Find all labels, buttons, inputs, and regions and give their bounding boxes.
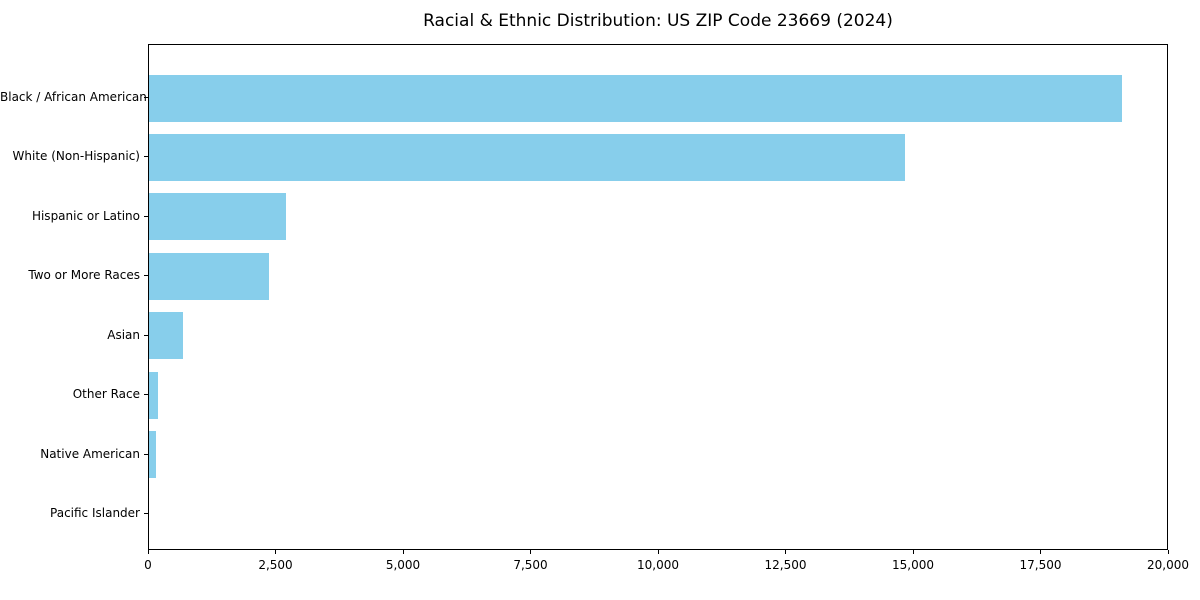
x-tick-mark xyxy=(912,550,914,554)
x-tick-mark xyxy=(402,550,404,554)
x-tick-mark xyxy=(530,550,531,554)
x-tick-label: 15,000 xyxy=(892,558,934,572)
y-tick-mark xyxy=(144,334,148,336)
y-tick-label: Native American xyxy=(40,446,140,461)
y-tick-label: Other Race xyxy=(72,387,140,402)
x-tick-mark xyxy=(657,550,659,554)
x-tick-mark xyxy=(1167,550,1169,554)
x-tick-label: 10,000 xyxy=(637,558,679,572)
bar-two-or-more-races xyxy=(149,252,269,300)
x-tick-label: 2,500 xyxy=(258,558,293,572)
y-tick-mark xyxy=(144,215,148,217)
x-tick-mark xyxy=(1040,550,1041,554)
x-tick-label: 20,000 xyxy=(1147,558,1189,572)
y-tick-mark xyxy=(144,394,148,396)
y-tick-label: White (Non-Hispanic) xyxy=(12,149,140,164)
y-tick-label: Black / African American xyxy=(0,90,147,104)
y-tick-label: Asian xyxy=(107,327,140,342)
bar-asian xyxy=(149,312,184,360)
y-tick-mark xyxy=(144,97,148,98)
y-tick-label: Two or More Races xyxy=(28,268,140,283)
y-tick-mark xyxy=(144,513,148,514)
x-tick-label: 17,500 xyxy=(1019,558,1062,572)
plot-area xyxy=(148,44,1168,550)
x-tick-mark xyxy=(147,550,149,554)
bar-black-african-american xyxy=(149,74,1123,122)
x-tick-label: 7,500 xyxy=(513,558,548,572)
x-tick-mark xyxy=(275,550,276,554)
y-tick-label: Hispanic or Latino xyxy=(31,208,140,223)
y-tick-mark xyxy=(144,453,148,455)
bar-native-american xyxy=(149,431,157,479)
y-tick-mark xyxy=(144,156,148,158)
x-tick-mark xyxy=(785,550,786,554)
y-tick-mark xyxy=(144,275,148,277)
y-tick-label: Pacific Islander xyxy=(50,506,140,520)
bar-white-non-hispanic xyxy=(149,133,905,181)
bar-hispanic-or-latino xyxy=(149,193,287,241)
x-tick-label: 5,000 xyxy=(385,558,421,572)
x-tick-label: 0 xyxy=(144,558,152,572)
bar-other-race xyxy=(149,371,158,419)
x-tick-label: 12,500 xyxy=(764,558,807,572)
chart-title: Racial & Ethnic Distribution: US ZIP Cod… xyxy=(423,11,893,31)
